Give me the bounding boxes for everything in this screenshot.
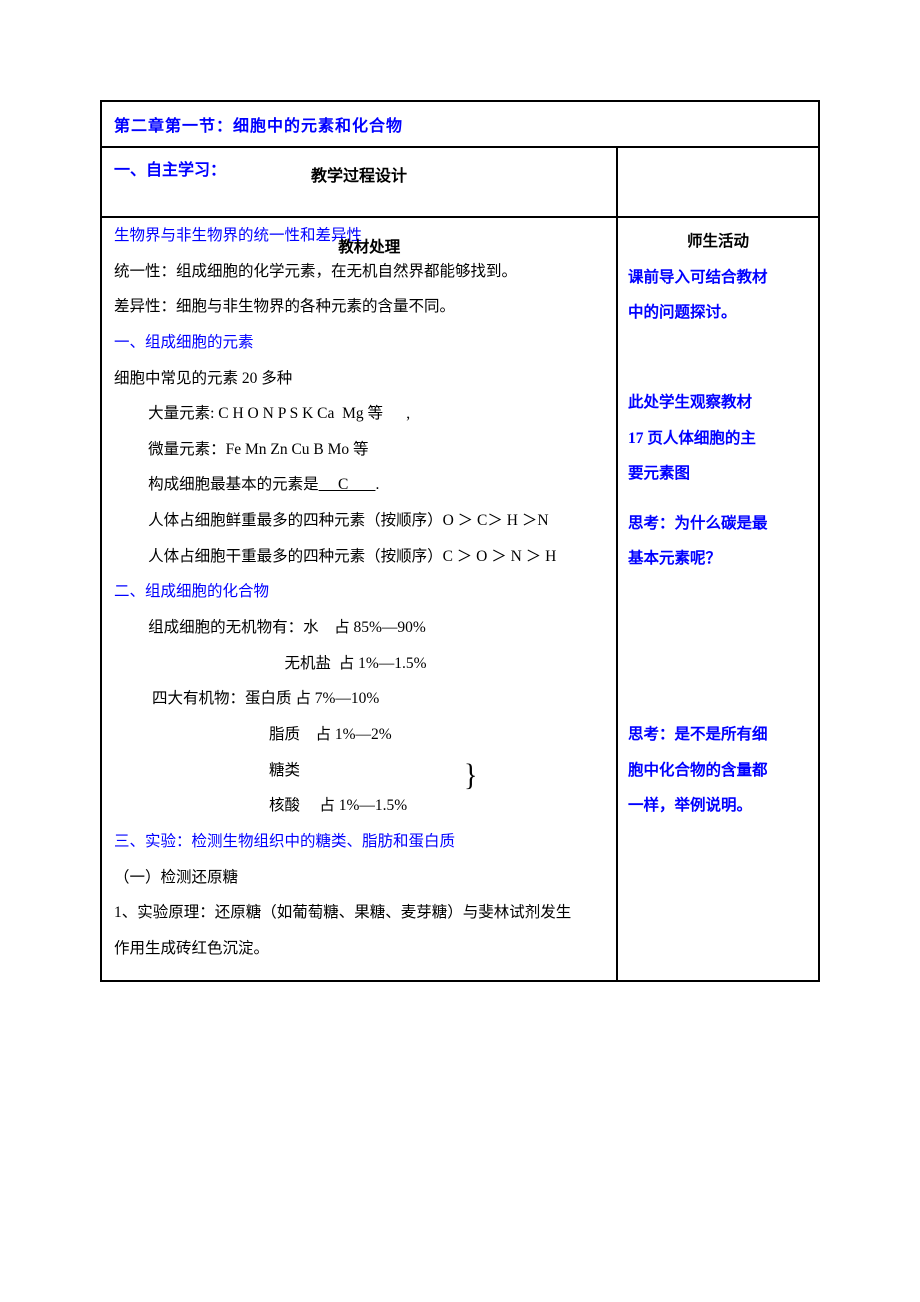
line-common-elements: 细胞中常见的元素 20 多种 [114,361,604,397]
section-2-title: 二、组成细胞的化合物 [114,574,604,610]
line-diff: 差异性：细胞与非生物界的各种元素的含量不同。 [114,289,604,325]
line-inorganic-salt: 无机盐 占 1%—1.5% [114,646,604,682]
process-design-heading: 教学过程设计 [311,162,407,186]
activity-intro-1: 课前导入可结合教材 [628,260,808,296]
line-principle-2: 作用生成砖红色沉淀。 [114,931,604,967]
basic-element-prefix: 构成细胞最基本的元素是 [148,476,319,493]
line-micro-elements: 微量元素：Fe Mn Zn Cu B Mo 等 [114,432,604,468]
line-dry-weight: 人体占细胞干重最多的四种元素（按顺序）C ＞ O ＞ N ＞ H [114,539,604,575]
activity-think1-2: 基本元素呢？ [628,541,808,577]
line-organic-lipid: 脂质 占 1%—2% [114,717,604,753]
activity-observe-2: 17 页人体细胞的主 [628,421,808,457]
activity-think2-1: 思考：是不是所有细 [628,717,808,753]
sugar-label: 糖类 [269,762,300,779]
material-handle-heading: 教材处理 [338,230,400,266]
line-organic-sugar: 糖类} [114,753,604,789]
activity-observe-3: 要元素图 [628,456,808,492]
line-detect-sugar-title: （一）检测还原糖 [114,860,604,896]
lesson-title-cell: 第二章第一节：细胞中的元素和化合物 [101,101,819,147]
activity-intro-2: 中的问题探讨。 [628,295,808,331]
line-macro-elements: 大量元素: C H O N P S K Ca Mg 等 , [114,396,604,432]
activity-think2-2: 胞中化合物的含量都 [628,753,808,789]
brace-icon: } [464,761,477,792]
spacer [628,492,808,506]
section-1-title: 一、组成细胞的元素 [114,325,604,361]
line-basic-element: 构成细胞最基本的元素是 C . [114,467,604,503]
line-organic-protein: 四大有机物：蛋白质 占 7%—10% [114,681,604,717]
basic-element-suffix: . [375,476,379,493]
spacer [628,331,808,385]
header-right-cell [617,147,819,217]
activity-think1-1: 思考：为什么碳是最 [628,506,808,542]
content-left-cell: 教材处理 生物界与非生物界的统一性和差异性 统一性：组成细胞的化学元素，在无机自… [101,217,617,981]
activity-observe-1: 此处学生观察教材 [628,385,808,421]
line-organic-nucleic: 核酸 占 1%—1.5% [114,788,604,824]
header-left-cell: 一、自主学习： 教学过程设计 [101,147,617,217]
spacer [628,577,808,717]
lesson-title: 第二章第一节：细胞中的元素和化合物 [114,118,403,135]
activity-think2-3: 一样，举例说明。 [628,788,808,824]
basic-element-fill: C [319,476,376,493]
line-fresh-weight: 人体占细胞鲜重最多的四种元素（按顺序）O ＞ C＞ H ＞N [114,503,604,539]
document-page: 第二章第一节：细胞中的元素和化合物 一、自主学习： 教学过程设计 教材处理 生物… [0,0,920,982]
content-right-cell: 师生活动 课前导入可结合教材 中的问题探讨。 此处学生观察教材 17 页人体细胞… [617,217,819,981]
self-study-heading: 一、自主学习： [114,156,226,180]
line-principle-1: 1、实验原理：还原糖（如葡萄糖、果糖、麦芽糖）与斐林试剂发生 [114,895,604,931]
activity-header: 师生活动 [628,218,808,260]
line-inorganic-water: 组成细胞的无机物有：水 占 85%—90% [114,610,604,646]
section-3-title: 三、实验：检测生物组织中的糖类、脂肪和蛋白质 [114,824,604,860]
lesson-table: 第二章第一节：细胞中的元素和化合物 一、自主学习： 教学过程设计 教材处理 生物… [100,100,820,982]
